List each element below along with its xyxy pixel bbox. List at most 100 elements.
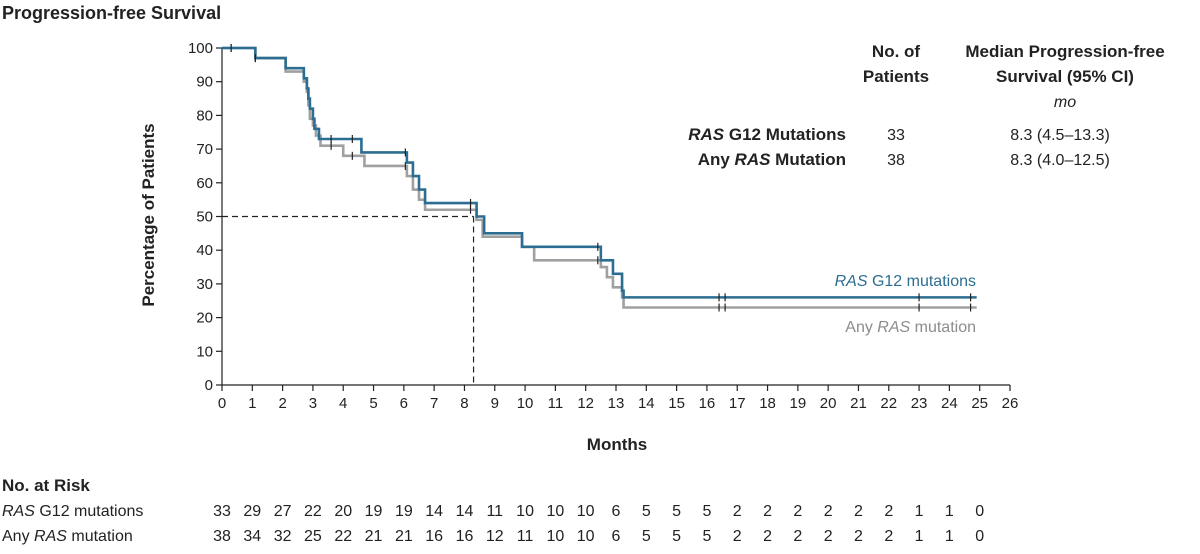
header-median-line1: Median Progression-free [965, 42, 1164, 61]
at-risk-value: 22 [304, 503, 322, 520]
at-risk-value: 1 [945, 528, 954, 545]
at-risk-value: 14 [456, 503, 474, 520]
at-risk-value: 10 [546, 503, 564, 520]
at-risk-value: 10 [516, 503, 534, 520]
x-tick-label: 21 [850, 395, 867, 412]
at-risk-value: 2 [793, 503, 802, 520]
at-risk-value: 21 [365, 528, 383, 545]
at-risk-value: 5 [672, 528, 681, 545]
at-risk-value: 27 [274, 503, 292, 520]
summary-row-median-ras-g12: 8.3 (4.5–13.3) [1010, 127, 1110, 144]
y-tick-label: 30 [196, 276, 213, 293]
at-risk-value: 6 [612, 503, 621, 520]
at-risk-value: 1 [915, 503, 924, 520]
x-tick-label: 4 [339, 395, 347, 412]
at-risk-value: 11 [517, 528, 534, 545]
x-tick-label: 14 [638, 395, 655, 412]
at-risk-value: 22 [334, 528, 352, 545]
y-tick-label: 90 [196, 74, 213, 91]
at-risk-value: 6 [612, 528, 621, 545]
x-tick-label: 16 [699, 395, 716, 412]
at-risk-value: 16 [425, 528, 443, 545]
survival-curve-any-ras [222, 46, 977, 309]
x-tick-label: 1 [248, 395, 256, 412]
at-risk-values: 33 29 27 22 20 19 19 14 14 11 10 10 10 6 5 5 5 2 2 2 2 2 2 1 1 03… [213, 503, 984, 545]
at-risk-value: 38 [213, 528, 231, 545]
x-tick-label: 18 [759, 395, 776, 412]
x-tick-label: 7 [430, 395, 438, 412]
at-risk-value: 11 [486, 503, 503, 520]
chart-title: Progression-free Survival [2, 3, 221, 23]
x-tick-label: 23 [911, 395, 928, 412]
y-tick-label: 80 [196, 107, 213, 124]
x-tick-label: 13 [608, 395, 625, 412]
at-risk-value: 5 [642, 503, 651, 520]
at-risk-value: 2 [763, 503, 772, 520]
x-tick-label: 9 [491, 395, 499, 412]
at-risk-value: 25 [304, 528, 322, 545]
summary-row-label-any-ras: Any RAS Mutation [698, 150, 846, 169]
x-tick-label: 6 [400, 395, 408, 412]
header-median-line2: Survival (95% CI) [996, 67, 1134, 86]
x-tick-label: 10 [517, 395, 534, 412]
header-patients-line2: Patients [863, 67, 929, 86]
at-risk-value: 21 [395, 528, 413, 545]
at-risk-label-ras-g12: RAS G12 mutations [2, 503, 143, 520]
x-tick-label: 24 [941, 395, 958, 412]
at-risk-value: 5 [642, 528, 651, 545]
at-risk-value: 0 [975, 503, 984, 520]
at-risk-value: 10 [546, 528, 564, 545]
x-tick-label: 15 [668, 395, 685, 412]
x-tick-label: 11 [548, 395, 564, 412]
median-guides [222, 215, 475, 385]
at-risk-value: 5 [672, 503, 681, 520]
at-risk-value: 1 [945, 503, 954, 520]
y-tick-label: 70 [196, 141, 213, 158]
at-risk-value: 2 [884, 528, 893, 545]
x-tick-label: 2 [278, 395, 286, 412]
survival-curve-ras-g12 [222, 46, 977, 299]
summary-table: No. of Patients Median Progression-free … [688, 42, 1164, 169]
at-risk-value: 5 [702, 528, 711, 545]
summary-row-patients-ras-g12: 33 [887, 127, 905, 144]
y-tick-label: 60 [196, 175, 213, 192]
header-units: mo [1054, 94, 1076, 111]
x-tick-label: 25 [971, 395, 988, 412]
at-risk-value: 34 [243, 528, 261, 545]
y-tick-label: 10 [196, 343, 213, 360]
at-risk-value: 2 [854, 503, 863, 520]
at-risk-value: 1 [915, 528, 924, 545]
at-risk-value: 2 [763, 528, 772, 545]
at-risk-value: 20 [334, 503, 352, 520]
at-risk-value: 2 [854, 528, 863, 545]
summary-row-median-any-ras: 8.3 (4.0–12.5) [1010, 152, 1110, 169]
at-risk-value: 0 [975, 528, 984, 545]
x-tick-label: 17 [729, 395, 746, 412]
at-risk-value: 10 [577, 503, 595, 520]
at-risk-value: 10 [577, 528, 595, 545]
legend-label-ras-g12: RAS G12 mutations [835, 273, 976, 290]
y-tick-label: 100 [188, 40, 213, 57]
at-risk-value: 2 [824, 528, 833, 545]
at-risk-value: 2 [824, 503, 833, 520]
at-risk-title: No. at Risk [2, 476, 90, 495]
at-risk-value: 16 [456, 528, 474, 545]
x-tick-label: 5 [369, 395, 377, 412]
x-tick-label: 3 [309, 395, 317, 412]
at-risk-value: 32 [274, 528, 292, 545]
at-risk-table: No. at Risk RAS G12 mutations Any RAS mu… [2, 476, 984, 545]
y-tick-label: 40 [196, 242, 213, 259]
at-risk-value: 33 [213, 503, 231, 520]
at-risk-value: 2 [733, 503, 742, 520]
x-tick-label: 22 [880, 395, 897, 412]
y-tick-label: 0 [205, 377, 213, 394]
x-axis-label: Months [587, 435, 647, 454]
x-tick-label: 12 [577, 395, 594, 412]
y-tick-label: 20 [196, 310, 213, 327]
at-risk-value: 19 [395, 503, 413, 520]
at-risk-value: 2 [733, 528, 742, 545]
x-tick-label: 0 [218, 395, 226, 412]
y-axis-label: Percentage of Patients [139, 123, 158, 306]
